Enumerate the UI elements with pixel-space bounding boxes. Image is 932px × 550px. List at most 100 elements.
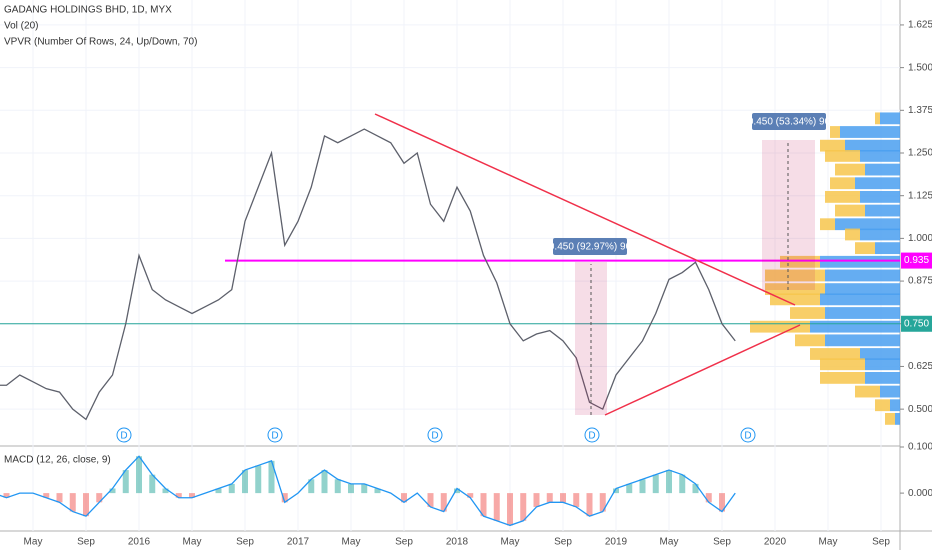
macd-histogram-bar (3, 493, 10, 498)
macd-histogram-bar (401, 493, 407, 503)
dividend-marker (740, 427, 756, 443)
vpvr-down-bar (830, 177, 855, 190)
x-tick-label: 2020 (764, 537, 787, 548)
macd-histogram-bar (361, 483, 368, 494)
vpvr-down-bar (795, 334, 825, 347)
y-tick-label: 1.500 (908, 62, 932, 73)
vpvr-up-bar (860, 190, 900, 203)
macd-histogram-bar (679, 474, 686, 494)
macd-histogram-bar (427, 493, 434, 507)
macd-histogram-bar (692, 483, 699, 494)
vpvr-up-bar (890, 399, 900, 412)
x-tick-label: Sep (77, 537, 95, 548)
y-tick-label: 1.000 (908, 233, 932, 244)
y-tick-label: 0.625 (908, 361, 932, 372)
price-label: 0.750 (904, 318, 929, 329)
macd-histogram-bar (228, 483, 235, 494)
vpvr-up-bar (825, 283, 900, 296)
vpvr-up-bar (880, 112, 900, 125)
chart-title: GADANG HOLDINGS BHD, 1D, MYX (4, 5, 172, 16)
dividend-marker (267, 427, 283, 443)
y-tick-label: 0.500 (908, 404, 932, 415)
vpvr-up-bar (855, 177, 900, 190)
vpvr-up-bar (845, 139, 900, 152)
y-tick-label: 0.875 (908, 276, 932, 287)
macd-histogram-bar (122, 470, 129, 494)
macd-histogram-bar (599, 493, 606, 512)
macd-histogram-bar (374, 488, 381, 494)
macd-histogram-bar (719, 493, 725, 512)
vpvr-up-bar (860, 150, 900, 162)
vpvr-up-bar (820, 293, 900, 306)
macd-histogram-bar (573, 493, 580, 507)
x-tick-label: 2016 (128, 537, 151, 548)
vpvr-up-bar (895, 412, 900, 425)
macd-histogram-bar (454, 488, 460, 494)
macd-histogram-bar (268, 460, 275, 494)
y-tick-label: 1.625 (908, 20, 932, 31)
vpvr-down-bar (835, 163, 865, 176)
dividend-marker (584, 427, 600, 443)
vpvr-down-bar (780, 255, 820, 268)
macd-histogram-bar (493, 493, 500, 521)
macd-histogram-bar (175, 493, 182, 498)
vpvr-down-bar (770, 293, 820, 306)
macd-histogram-bar (56, 493, 63, 503)
dividend-marker (427, 427, 443, 443)
vpvr-down-bar (820, 218, 835, 231)
macd-histogram-bar (334, 479, 341, 494)
macd-histogram-bar (136, 456, 142, 494)
macd-histogram-bar (96, 493, 103, 503)
price-label-box (901, 252, 932, 269)
macd-histogram-bar (255, 465, 262, 494)
macd-histogram-bar (162, 488, 169, 494)
x-tick-label: 2019 (605, 537, 628, 548)
measure-label: 0.450 (92.97%) 90 (549, 242, 632, 253)
x-tick-label: Sep (236, 537, 254, 548)
vpvr-down-bar (875, 112, 880, 125)
macd-histogram-bar (546, 493, 553, 503)
macd-histogram-bar (440, 493, 447, 512)
x-tick-label: May (183, 537, 202, 548)
vpvr-down-bar (830, 126, 840, 138)
trend-line (604, 324, 801, 416)
vpvr-down-bar (855, 385, 880, 398)
vpvr-up-bar (865, 163, 900, 176)
vpvr-title: VPVR (Number Of Rows, 24, Up/Down, 70) (4, 37, 197, 48)
macd-histogram-bar (83, 493, 89, 517)
vpvr-down-bar (845, 228, 860, 241)
vpvr-down-bar (875, 399, 890, 412)
vpvr-down-bar (885, 412, 895, 425)
macd-line (0, 455, 736, 527)
measure-box (575, 262, 607, 415)
x-tick-label: Sep (713, 537, 731, 548)
macd-histogram-bar (666, 470, 672, 494)
x-tick-label: Sep (395, 537, 413, 548)
price-line (0, 128, 736, 421)
vpvr-down-bar (750, 320, 810, 333)
vpvr-up-bar (865, 204, 900, 217)
x-tick-label: 2017 (287, 537, 310, 548)
dividend-label: D (271, 431, 278, 442)
dividend-label: D (431, 431, 438, 442)
vpvr-up-bar (820, 255, 900, 268)
vpvr-down-bar (820, 358, 865, 371)
macd-histogram-bar (520, 493, 527, 521)
x-tick-label: May (660, 537, 679, 548)
x-tick-label: May (819, 537, 838, 548)
vpvr-down-bar (765, 283, 825, 296)
measure-label-box (752, 113, 826, 130)
vpvr-down-bar (790, 307, 825, 319)
macd-title: MACD (12, 26, close, 9) (4, 455, 111, 466)
macd-histogram-bar (613, 488, 619, 494)
macd-histogram-bar (507, 493, 513, 526)
vpvr-up-bar (840, 126, 900, 138)
vpvr-up-bar (880, 385, 900, 398)
macd-histogram-bar (215, 488, 222, 494)
vpvr-down-bar (825, 150, 860, 162)
macd-histogram-bar (281, 493, 288, 503)
measure-label: 0.450 (53.34%) 90 (748, 117, 831, 128)
x-tick-label: May (24, 537, 43, 548)
dividend-label: D (588, 431, 595, 442)
